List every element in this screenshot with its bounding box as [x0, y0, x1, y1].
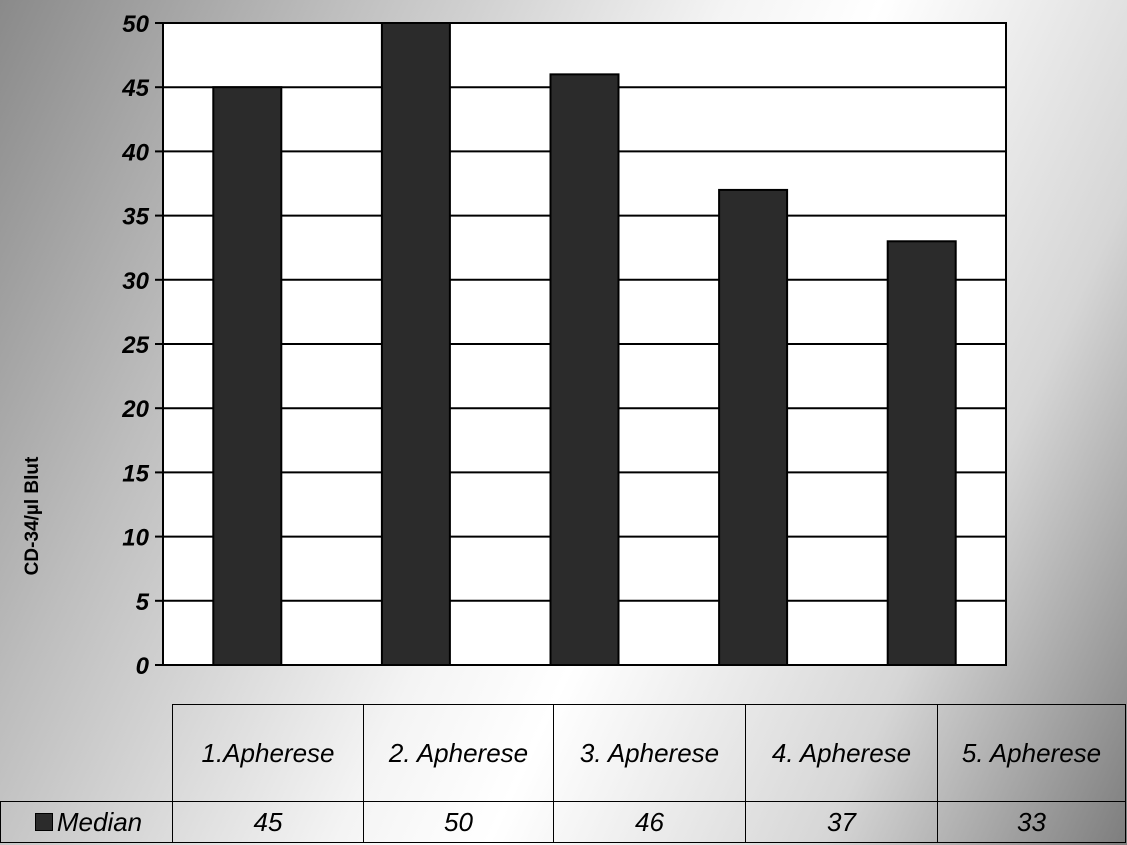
- data-value: 50: [363, 801, 554, 843]
- y-tick-label: 45: [121, 75, 149, 102]
- y-tick-label: 0: [136, 653, 150, 680]
- y-tick-label: 10: [122, 525, 149, 552]
- data-value: 33: [937, 801, 1126, 843]
- y-tick-label: 5: [136, 589, 150, 616]
- bar-chart: 0 5 10 15 20 25 30 35 40 45 50 CD-34/µl Blut: [22, 11, 1007, 680]
- series-name: Median: [56, 806, 143, 837]
- legend-entry: Median: [0, 801, 173, 843]
- y-axis-label: CD-34/µl Blut: [22, 456, 43, 575]
- category-label: 5. Apherese: [937, 704, 1126, 802]
- category-label: 3. Apherese: [553, 704, 746, 802]
- data-value: 46: [553, 801, 746, 843]
- y-tick-label: 50: [122, 11, 149, 38]
- bar: [549, 73, 620, 667]
- bar: [718, 188, 789, 666]
- category-label: 1.Apherese: [172, 704, 364, 802]
- y-axis-ticks: 0 5 10 15 20 25 30 35 40 45 50: [121, 11, 163, 680]
- bars: [212, 22, 957, 667]
- table-header-row: 1.Apherese 2. Apherese 3. Apherese 4. Ap…: [1, 704, 1126, 802]
- bar: [886, 240, 957, 666]
- table-row: Median 45 50 46 37 33: [0, 801, 1126, 843]
- y-tick-label: 35: [122, 204, 149, 231]
- y-tick-label: 40: [121, 139, 149, 166]
- data-value: 37: [745, 801, 938, 843]
- category-label: 4. Apherese: [745, 704, 938, 802]
- y-tick-label: 15: [122, 460, 149, 487]
- y-tick-label: 30: [122, 268, 149, 295]
- legend-swatch: [34, 813, 53, 832]
- y-tick-label: 25: [121, 332, 149, 359]
- bar: [212, 86, 283, 666]
- data-value: 45: [172, 801, 364, 843]
- category-label: 2. Apherese: [363, 704, 554, 802]
- table-corner: [1, 705, 173, 802]
- data-table: 1.Apherese 2. Apherese 3. Apherese 4. Ap…: [0, 704, 1126, 843]
- y-tick-label: 20: [121, 396, 149, 423]
- bar: [380, 22, 451, 666]
